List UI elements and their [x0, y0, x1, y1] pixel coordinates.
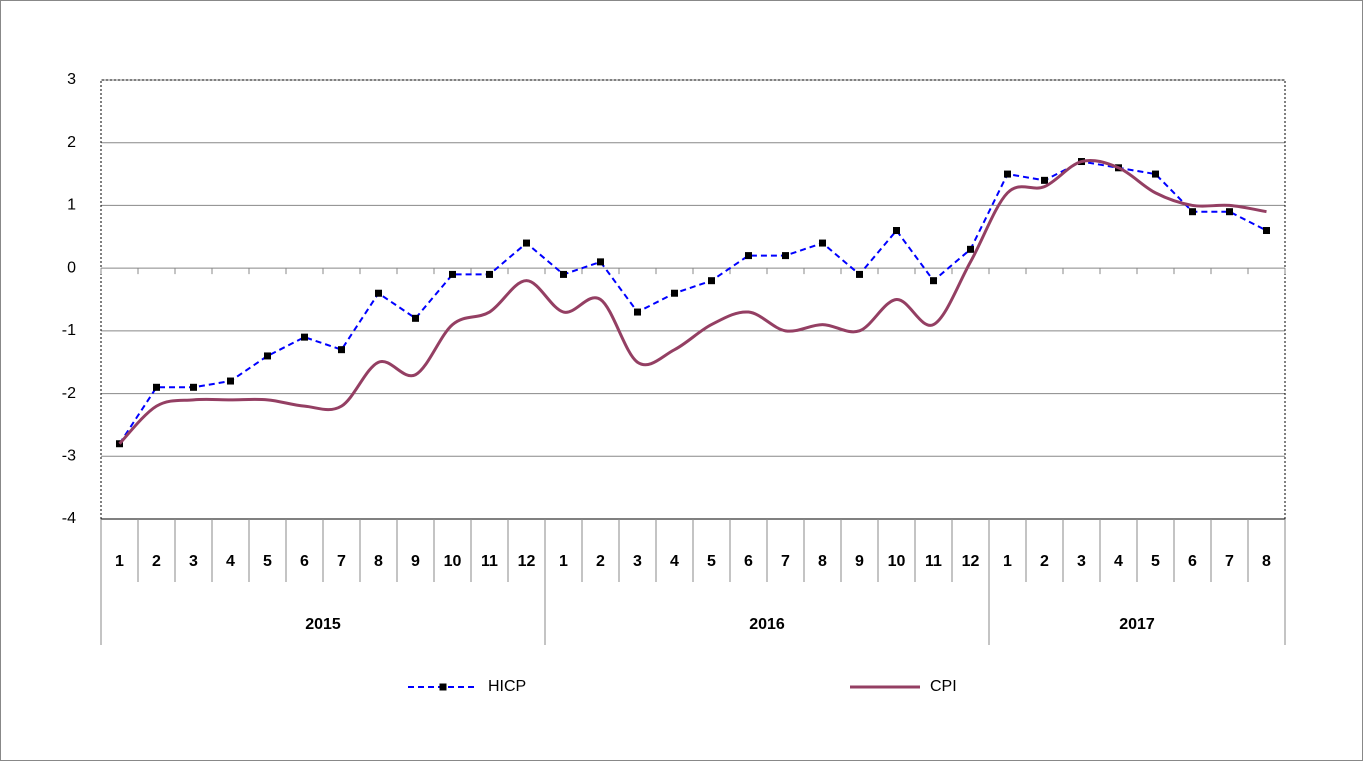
point-marker: [597, 258, 604, 266]
series-line: [118, 158, 1267, 445]
group-label: 2016: [749, 616, 785, 633]
x-tick-label: 5: [707, 553, 716, 570]
x-tick-label: 4: [670, 553, 679, 570]
y-tick-label: -2: [62, 385, 76, 402]
legend-marker: [439, 683, 447, 691]
x-tick-label: 11: [481, 553, 498, 570]
point-marker: [153, 383, 160, 391]
x-tick-label: 7: [337, 553, 346, 570]
x-tick-label: 3: [1077, 553, 1086, 570]
x-tick-label: 2: [596, 553, 605, 570]
x-tick-label: 10: [888, 553, 906, 570]
point-marker: [264, 352, 271, 360]
point-marker: [1189, 208, 1196, 216]
y-tick-label: -3: [62, 448, 76, 465]
x-tick-label: 2: [1040, 553, 1049, 570]
y-tick-label: -4: [62, 510, 76, 527]
point-marker: [1226, 208, 1233, 216]
y-tick-label: -1: [62, 322, 76, 339]
legend-label: HICP: [488, 678, 526, 695]
series-line: [118, 160, 1267, 445]
point-marker: [412, 314, 419, 322]
group-label: 2017: [1119, 616, 1155, 633]
group-label: 2015: [305, 616, 341, 633]
point-marker: [375, 289, 382, 297]
point-marker: [190, 383, 197, 391]
x-tick-label: 7: [1225, 553, 1234, 570]
point-marker: [523, 239, 530, 247]
x-tick-label: 6: [1188, 553, 1197, 570]
y-tick-label: 2: [67, 134, 76, 151]
point-marker: [449, 270, 456, 278]
x-tick-label: 12: [962, 553, 980, 570]
x-tick-label: 4: [226, 553, 235, 570]
point-marker: [1004, 170, 1011, 178]
x-tick-label: 7: [781, 553, 790, 570]
x-tick-label: 5: [263, 553, 272, 570]
y-tick-label: 1: [67, 197, 76, 214]
point-marker: [634, 308, 641, 316]
x-tick-label: 8: [1262, 553, 1271, 570]
x-tick-label: 8: [818, 553, 827, 570]
x-tick-label: 4: [1114, 553, 1123, 570]
x-tick-label: 8: [374, 553, 383, 570]
point-marker: [708, 277, 715, 285]
x-tick-label: 6: [300, 553, 309, 570]
point-marker: [338, 346, 345, 354]
x-tick-label: 9: [855, 553, 864, 570]
x-tick-label: 9: [411, 553, 420, 570]
point-marker: [671, 289, 678, 297]
x-tick-label: 3: [189, 553, 198, 570]
x-tick-label: 10: [444, 553, 462, 570]
x-tick-label: 5: [1151, 553, 1160, 570]
point-marker: [893, 227, 900, 235]
point-marker: [967, 245, 974, 253]
point-marker: [486, 270, 493, 278]
x-tick-label: 1: [1003, 553, 1012, 570]
x-tick-label: 3: [633, 553, 642, 570]
x-tick-label: 11: [925, 553, 942, 570]
legend-label: CPI: [930, 678, 957, 695]
point-marker: [745, 252, 752, 260]
point-marker: [782, 252, 789, 260]
point-marker: [560, 270, 567, 278]
point-marker: [930, 277, 937, 285]
x-tick-label: 2: [152, 553, 161, 570]
point-marker: [1263, 227, 1270, 235]
point-marker: [1041, 176, 1048, 184]
point-marker: [227, 377, 234, 385]
y-tick-label: 3: [67, 71, 76, 88]
x-tick-label: 12: [518, 553, 536, 570]
x-tick-label: 1: [559, 553, 568, 570]
point-marker: [1152, 170, 1159, 178]
point-marker: [301, 333, 308, 341]
x-tick-label: 1: [115, 553, 124, 570]
y-tick-label: 0: [67, 259, 76, 276]
point-marker: [856, 270, 863, 278]
x-tick-label: 6: [744, 553, 753, 570]
point-marker: [819, 239, 826, 247]
